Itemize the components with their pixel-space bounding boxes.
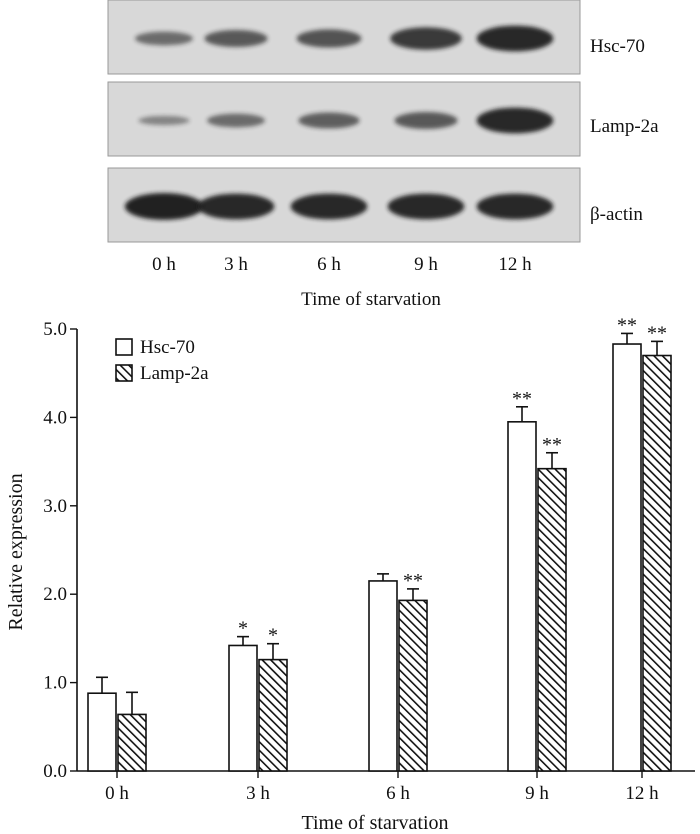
x-tick-label: 6 h — [386, 783, 410, 804]
blot-band — [390, 27, 462, 50]
blot-lane-label: 9 h — [414, 254, 438, 275]
blot-band — [124, 193, 204, 220]
blot-band — [204, 29, 268, 47]
blot-band — [197, 193, 275, 220]
bar-lamp2a — [258, 658, 288, 772]
blot-band — [290, 193, 368, 220]
bar-hsc70 — [368, 580, 398, 772]
y-tick-label: 5.0 — [43, 319, 67, 340]
bar-hsc70 — [87, 692, 117, 772]
blot-band — [476, 107, 554, 134]
blot-row-label: β-actin — [590, 204, 643, 225]
significance-marker: * — [238, 618, 248, 640]
significance-marker: ** — [403, 570, 423, 592]
bar-lamp2a — [398, 599, 428, 772]
legend-swatch-lamp2a — [115, 364, 133, 382]
blot-rows: Hsc-70 Lamp-2a β-actin — [107, 0, 659, 243]
legend-swatch-hsc70 — [115, 338, 133, 356]
y-tick-label: 4.0 — [43, 407, 67, 428]
bar-lamp2a — [642, 354, 672, 772]
blot-band — [296, 29, 362, 48]
blot-row-label: Hsc-70 — [590, 36, 645, 57]
y-tick-label: 2.0 — [43, 584, 67, 605]
blot-row-label: Lamp-2a — [590, 116, 659, 137]
legend-label-lamp2a: Lamp-2a — [140, 363, 209, 384]
bar-hsc70 — [507, 421, 537, 772]
x-axis-label: Time of starvation — [301, 812, 448, 834]
bars: ************ — [87, 314, 672, 772]
blot-lane-label: 6 h — [317, 254, 341, 275]
bar-lamp2a — [117, 713, 147, 772]
blot-band — [394, 111, 458, 129]
blot-band — [476, 193, 554, 220]
blot-lane-label: 12 h — [498, 254, 532, 275]
legend: Hsc-70 Lamp-2a — [115, 337, 209, 384]
blot-row-0: Hsc-70 — [107, 0, 645, 75]
x-tick-label: 3 h — [246, 783, 270, 804]
significance-marker: ** — [617, 314, 637, 336]
significance-marker: * — [268, 625, 278, 647]
bar-hsc70 — [612, 343, 642, 772]
y-tick-label: 3.0 — [43, 496, 67, 517]
x-axis: 0 h 3 h 6 h 9 h 12 h — [77, 770, 695, 804]
significance-marker: ** — [512, 388, 532, 410]
significance-marker: ** — [542, 434, 562, 456]
y-tick-label: 1.0 — [43, 673, 67, 694]
blot-band — [387, 193, 465, 220]
blot-x-axis-label: Time of starvation — [301, 289, 441, 310]
blot-band — [476, 25, 554, 52]
blot-band — [298, 112, 360, 129]
x-tick-label: 12 h — [625, 783, 659, 804]
bar-hsc70 — [228, 644, 258, 772]
blot-lane-label: 3 h — [224, 254, 248, 275]
blot-row-2: β-actin — [107, 167, 643, 243]
blot-band — [207, 113, 265, 128]
blot-row-1: Lamp-2a — [107, 81, 659, 157]
x-tick-label: 0 h — [105, 783, 129, 804]
bar-chart: Relative expression 0.0 1.0 2.0 3.0 4.0 5.0 0… — [5, 314, 695, 834]
western-blot: Hsc-70 Lamp-2a β-actin 0 h 3 h 6 h 9 h 12 h Ti… — [107, 0, 659, 310]
x-tick-label: 9 h — [525, 783, 549, 804]
blot-lane-label: 0 h — [152, 254, 176, 275]
y-tick-label: 0.0 — [43, 761, 67, 782]
legend-label-hsc70: Hsc-70 — [140, 337, 195, 358]
y-axis-label: Relative expression — [5, 473, 27, 630]
blot-band — [135, 31, 193, 46]
blot-band — [138, 115, 190, 126]
bar-lamp2a — [537, 467, 567, 772]
y-axis: 0.0 1.0 2.0 3.0 4.0 5.0 — [43, 319, 78, 782]
significance-marker: ** — [647, 322, 667, 344]
blot-lane-labels: 0 h 3 h 6 h 9 h 12 h — [152, 254, 532, 275]
